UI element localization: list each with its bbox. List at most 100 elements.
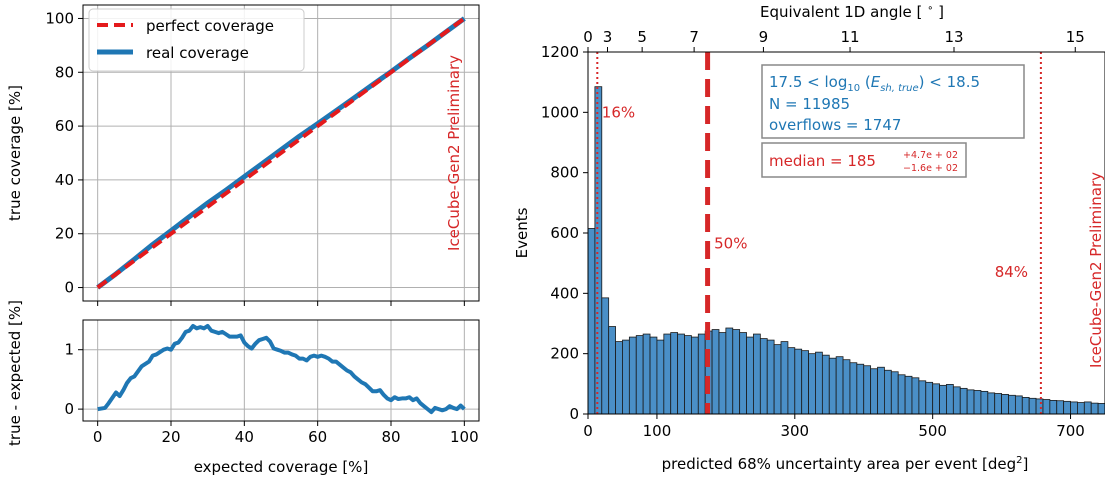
histogram-bar [946,384,954,415]
histogram-bar [780,341,789,415]
histogram-bar [952,386,961,415]
coverage-ytick-label: 100 [45,9,74,27]
info-box-count: N = 11985 [769,95,850,113]
histogram-bars [587,86,1105,415]
histogram-bar [794,348,803,415]
histogram-bar [1008,394,1016,415]
histogram-ytick-label: 600 [550,224,579,242]
histogram-bar [739,332,747,415]
residual-ytick-label: 1 [64,341,74,359]
histogram-bar [987,392,996,415]
histogram-bar [821,354,830,415]
histogram-bar [828,357,837,415]
histogram-bar [732,329,741,415]
coverage-axes-frame [82,4,480,302]
residual-xtick-label: 0 [93,428,103,446]
histogram-bar [1077,402,1085,415]
perfect-coverage-line [96,16,466,290]
histogram-bar [622,339,630,415]
residual-xtick-label: 40 [235,428,254,446]
histogram-bar [773,344,782,415]
residual-line [97,323,466,415]
histogram-xtick-label: 0 [583,422,593,440]
histogram-bar [842,359,851,415]
top-axis-tick-label: 3 [603,28,613,46]
histogram-bar [980,390,989,415]
info-box: 17.5 < log10 (Esh, true) < 18.5 N = 1198… [761,64,1025,139]
histogram-bar [711,329,720,415]
histogram-xtick-label: 100 [643,422,672,440]
histogram-bar [925,381,934,415]
percentile-label: 16% [602,103,635,121]
histogram-bar [870,368,878,415]
coverage-ytick-label: 60 [55,117,74,135]
histogram-bar [1070,401,1078,415]
histogram-bar [808,353,816,415]
histogram-bar [939,384,947,415]
coverage-ytick-label: 0 [64,279,74,297]
median-box-frame [761,142,967,178]
histogram-bar [628,336,637,415]
residual-panel: 0 20 40 60 80 100 0 1 true - expected [%] expec… [6,300,480,476]
legend-label-perfect: perfect coverage [146,17,274,35]
histogram-bar [801,350,809,415]
histogram-bar [670,332,679,415]
histogram-bar [601,297,610,415]
info-line1-varsub: sh, true [880,83,918,94]
residual-lines [97,323,466,415]
histogram-bar [759,338,768,415]
histogram-bar [1021,397,1030,415]
histogram-ytick-label: 200 [550,345,579,363]
histogram-bar [684,335,692,415]
histogram-bar [1090,402,1099,415]
histogram-bar [746,336,754,415]
histogram-bar [849,362,858,415]
info-line1-mid: ( [860,73,871,91]
info-box-overflows: overflows = 1747 [769,116,901,134]
histogram-bar [1083,401,1092,415]
histogram-bar [856,363,865,415]
top-axis-tick-label: 7 [689,28,699,46]
histogram-bar [911,377,920,415]
info-box-energy-range: 17.5 < log10 (Esh, true) < 18.5 [769,73,980,94]
top-axis-label-sup: ∘ [927,3,933,14]
info-line1-var: E [871,73,881,91]
histogram-bar [966,389,975,415]
histogram-bar [725,327,734,415]
percentile-label: 50% [714,235,747,253]
coverage-ytick-label: 40 [55,171,74,189]
info-line1-sub: 10 [847,83,860,94]
residual-ytick-label: 0 [64,400,74,418]
top-axis-label-main: Equivalent 1D angle [ [760,3,927,21]
residual-xtick-label: 60 [308,428,327,446]
coverage-lines [96,16,466,290]
histogram-bar [608,326,616,415]
histogram-bar [904,375,913,415]
histogram-ylabel: Events [513,207,531,258]
histogram-bar [1042,399,1051,415]
histogram-bar [704,330,713,415]
histogram-bar [877,366,885,415]
histogram-bar [1001,393,1009,415]
coverage-legend: perfect coverage real coverage [88,8,305,72]
histogram-xtick-label: 700 [1056,422,1085,440]
histogram-bar [897,374,906,415]
histogram-bar [835,356,844,415]
histogram-bar [994,393,1002,415]
histogram-bar [587,228,596,415]
histogram-bar [642,333,651,415]
top-axis-tick-label: 13 [944,28,963,46]
histogram-bar [1014,395,1023,415]
histogram-ytick-label: 0 [569,405,579,423]
histogram-bar [1063,400,1071,415]
histogram-bar [787,347,796,415]
histogram-bar [656,339,665,415]
histogram-xlabel-end: ] [1023,455,1029,473]
histogram-bar [753,333,761,415]
residual-ticks: 0 20 40 60 80 100 0 1 [64,341,478,446]
histogram-watermark: IceCube-Gen2 Preliminary [1087,172,1105,368]
residual-xtick-label: 80 [381,428,400,446]
top-axis-label: Equivalent 1D angle [ ∘ ] [760,3,944,21]
histogram-bar [663,333,672,415]
